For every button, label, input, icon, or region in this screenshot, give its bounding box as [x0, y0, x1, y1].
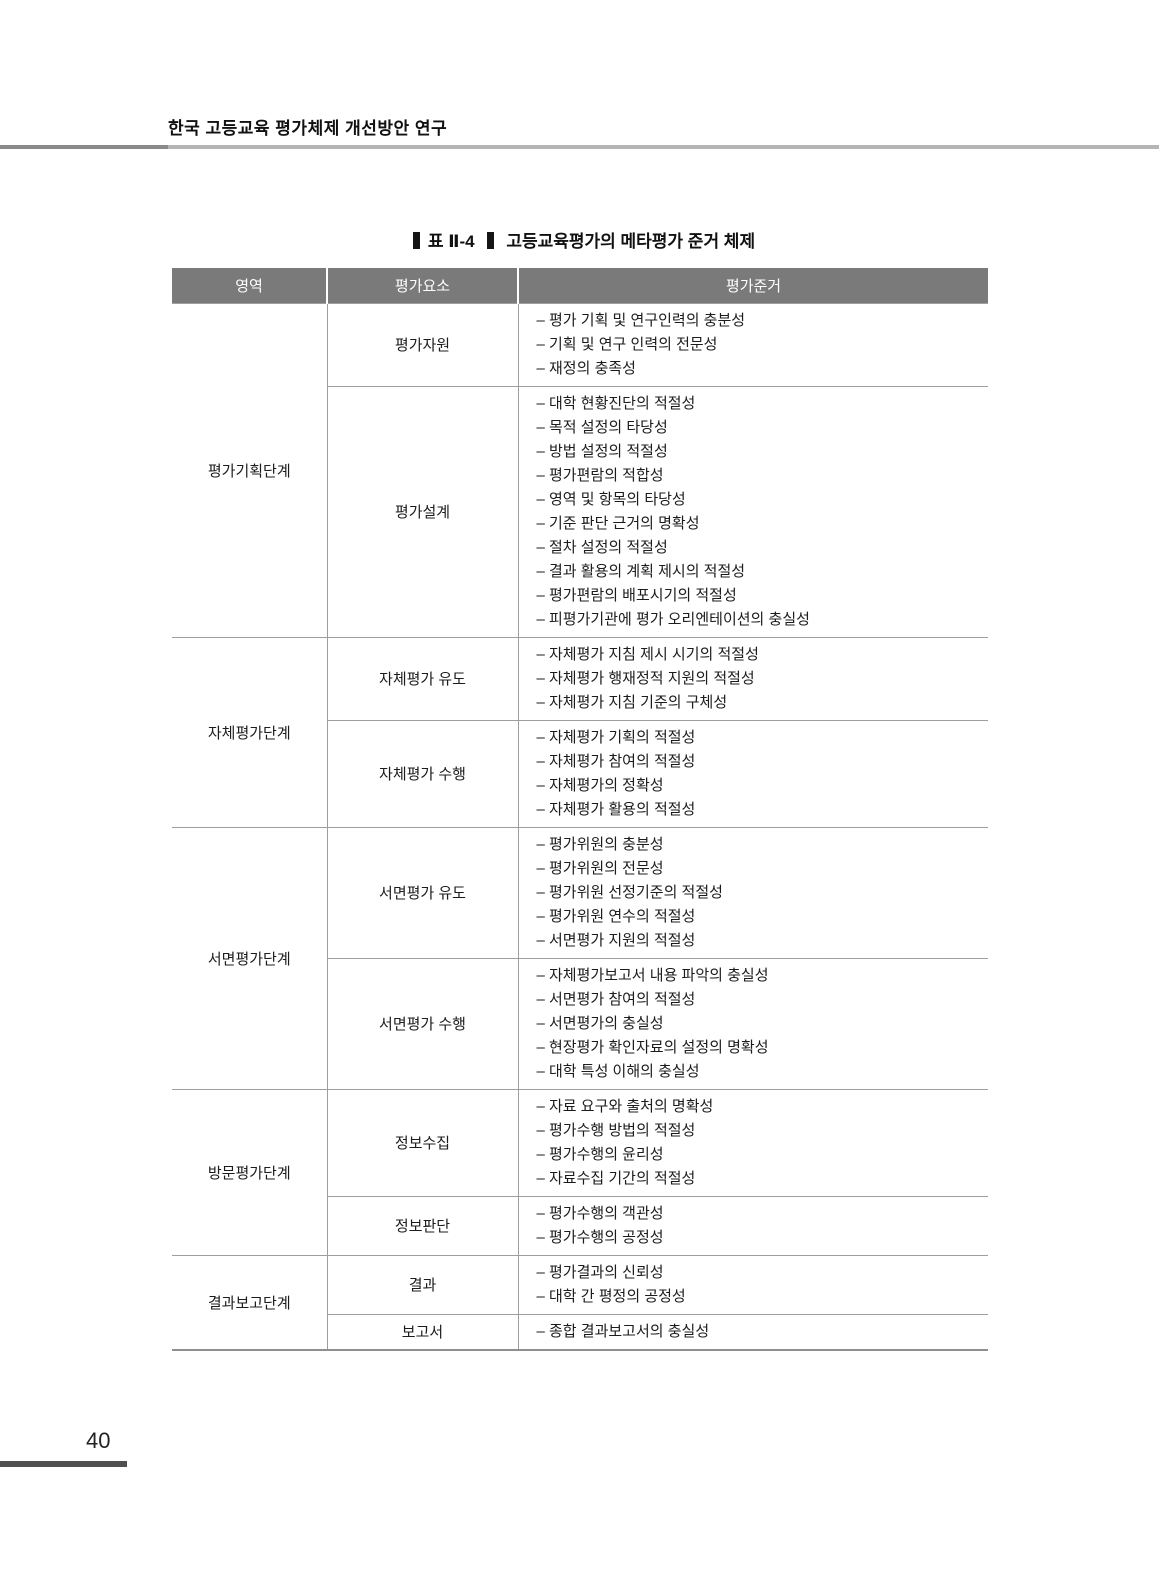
area-cell: 방문평가단계 — [172, 1088, 328, 1255]
table-header-row: 영역 평가요소 평가준거 — [172, 268, 988, 303]
element-cell: 자체평가 유도 — [327, 636, 519, 720]
criteria-cell: – 자료 요구와 출처의 명확성 – 평가수행 방법의 적절성 – 평가수행의 윤리… — [518, 1088, 988, 1196]
criteria-item: – 평가수행 방법의 적절성 — [536, 1121, 696, 1139]
table-row: 결과보고단계 결과 – 평가결과의 신뢰성 – 대학 간 평정의 공정성 — [172, 1254, 988, 1350]
footer-bar — [0, 1461, 127, 1467]
criteria-item: – 자료수집 기간의 적절성 — [536, 1169, 696, 1187]
criteria-item: – 평가 기획 및 연구인력의 충분성 — [536, 311, 746, 329]
element-cell: 평가설계 — [327, 385, 519, 637]
area-cell: 자체평가단계 — [172, 636, 328, 827]
criteria-item: – 서면평가의 충실성 — [536, 1014, 664, 1032]
criteria-item: – 평가수행의 객관성 — [536, 1204, 664, 1222]
criteria-item: – 평가수행의 공정성 — [536, 1228, 664, 1246]
criteria-item: – 평가위원 선정기준의 적절성 — [536, 883, 723, 901]
criteria-item: – 평가위원의 전문성 — [536, 859, 664, 877]
criteria-item: – 자체평가 지침 제시 시기의 적절성 — [536, 645, 759, 663]
title-bar-icon — [486, 232, 494, 249]
criteria-item: – 목적 설정의 타당성 — [536, 418, 668, 436]
column-header-area: 영역 — [172, 268, 328, 303]
element-cell: 자체평가 수행 — [327, 719, 519, 827]
criteria-item: – 절차 설정의 적절성 — [536, 538, 668, 556]
criteria-item: – 평가결과의 신뢰성 — [536, 1263, 664, 1281]
element-cell: 서면평가 수행 — [327, 957, 519, 1089]
area-cell: 평가기획단계 — [172, 302, 328, 637]
table-row: 정보판단 – 평가수행의 객관성 – 평가수행의 공정성 — [172, 1195, 988, 1255]
criteria-item: – 자체평가의 정확성 — [536, 776, 664, 794]
criteria-item: – 서면평가 지원의 적절성 — [536, 931, 696, 949]
criteria-item: – 자체평가 활용의 적절성 — [536, 800, 696, 818]
element-cell: 평가자원 — [327, 302, 519, 386]
table-row: 자체평가 수행 – 자체평가 기획의 적절성 – 자체평가 참여의 적절성 – 자체평… — [172, 719, 988, 827]
criteria-item: – 평가편람의 배포시기의 적절성 — [536, 586, 737, 604]
criteria-cell: – 평가수행의 객관성 – 평가수행의 공정성 — [518, 1195, 988, 1255]
criteria-cell: – 평가 기획 및 연구인력의 충분성 – 기획 및 연구 인력의 전문성 – 재정… — [518, 302, 988, 386]
meta-evaluation-table: 영역 평가요소 평가준거 평가기획단계 평가자원 – 평가 기획 및 연구인력의 충… — [172, 268, 988, 1351]
table-row: 방문평가단계 정보수집 – 자료 요구와 출처의 명확성 – 평가수행 방법의 적절성… — [172, 1088, 988, 1255]
criteria-item: – 평가위원의 충분성 — [536, 835, 664, 853]
criteria-cell: – 평가결과의 신뢰성 – 대학 간 평정의 공정성 — [518, 1254, 988, 1314]
criteria-item: – 방법 설정의 적절성 — [536, 442, 668, 460]
criteria-item: – 피평가기관에 평가 오리엔테이션의 충실성 — [536, 610, 810, 628]
table-title-label: 표 Ⅱ-4 — [427, 232, 475, 251]
table-row: 서면평가 수행 – 자체평가보고서 내용 파악의 충실성 – 서면평가 참여의 적절… — [172, 957, 988, 1089]
criteria-table-body: 평가기획단계 평가자원 – 평가 기획 및 연구인력의 충분성 – 기획 및 연구 인… — [172, 302, 988, 1350]
criteria-cell: – 평가위원의 충분성 – 평가위원의 전문성 – 평가위원 선정기준의 적절성 – … — [518, 826, 988, 958]
element-cell: 정보판단 — [327, 1195, 519, 1255]
criteria-cell: – 자체평가 기획의 적절성 – 자체평가 참여의 적절성 – 자체평가의 정확성 –… — [518, 719, 988, 827]
criteria-item: – 기획 및 연구 인력의 전문성 — [536, 335, 718, 353]
criteria-item: – 대학 현황진단의 적절성 — [536, 394, 696, 412]
criteria-item: – 자체평가 지침 기준의 구체성 — [536, 693, 728, 711]
title-bar-icon — [412, 232, 420, 249]
element-cell: 보고서 — [327, 1313, 519, 1350]
criteria-item: – 대학 간 평정의 공정성 — [536, 1287, 686, 1305]
criteria-item: – 평가위원 연수의 적절성 — [536, 907, 696, 925]
page-number: 40 — [86, 1428, 111, 1453]
running-header: 한국 고등교육 평가체제 개선방안 연구 — [168, 119, 448, 138]
criteria-item: – 대학 특성 이해의 충실성 — [536, 1062, 700, 1080]
criteria-cell: – 자체평가보고서 내용 파악의 충실성 – 서면평가 참여의 적절성 – 서면평가… — [518, 957, 988, 1089]
area-cell: 서면평가단계 — [172, 826, 328, 1089]
criteria-item: – 자체평가보고서 내용 파악의 충실성 — [536, 966, 769, 984]
criteria-item: – 자체평가 행재정적 지원의 적절성 — [536, 669, 755, 687]
criteria-item: – 종합 결과보고서의 충실성 — [536, 1322, 710, 1340]
criteria-item: – 결과 활용의 계획 제시의 적절성 — [536, 562, 746, 580]
area-cell: 결과보고단계 — [172, 1254, 328, 1350]
table-row: 서면평가단계 서면평가 유도 – 평가위원의 충분성 – 평가위원의 전문성 – 평가위… — [172, 826, 988, 1089]
header-rule-light-segment — [168, 145, 1159, 149]
criteria-item: – 영역 및 항목의 타당성 — [536, 490, 686, 508]
criteria-item: – 현장평가 확인자료의 설정의 명확성 — [536, 1038, 769, 1056]
criteria-cell: – 종합 결과보고서의 충실성 — [518, 1313, 988, 1350]
criteria-item: – 자체평가 참여의 적절성 — [536, 752, 696, 770]
criteria-item: – 자료 요구와 출처의 명확성 — [536, 1097, 714, 1115]
element-cell: 정보수집 — [327, 1088, 519, 1196]
header-rule-dark-segment — [0, 145, 168, 149]
element-cell: 결과 — [327, 1254, 519, 1314]
column-header-criteria: 평가준거 — [518, 268, 988, 303]
element-cell: 서면평가 유도 — [327, 826, 519, 958]
column-header-element: 평가요소 — [327, 268, 519, 303]
table-row: 평가설계 – 대학 현황진단의 적절성 – 목적 설정의 타당성 – 방법 설정의 적… — [172, 385, 988, 637]
table-row: 보고서 – 종합 결과보고서의 충실성 — [172, 1313, 988, 1350]
table-row: 자체평가단계 자체평가 유도 – 자체평가 지침 제시 시기의 적절성 – 자체평가 … — [172, 636, 988, 827]
criteria-item: – 기준 판단 근거의 명확성 — [536, 514, 700, 532]
table-title: 표 Ⅱ-4 고등교육평가의 메타평가 준거 체제 — [172, 227, 988, 252]
criteria-item: – 자체평가 기획의 적절성 — [536, 728, 696, 746]
criteria-item: – 재정의 충족성 — [536, 359, 636, 377]
table-title-text: 고등교육평가의 메타평가 준거 체제 — [506, 232, 756, 251]
criteria-item: – 평가수행의 윤리성 — [536, 1145, 664, 1163]
table-row: 평가기획단계 평가자원 – 평가 기획 및 연구인력의 충분성 – 기획 및 연구 인… — [172, 302, 988, 637]
criteria-item: – 평가편람의 적합성 — [536, 466, 664, 484]
criteria-item: – 서면평가 참여의 적절성 — [536, 990, 696, 1008]
criteria-cell: – 자체평가 지침 제시 시기의 적절성 – 자체평가 행재정적 지원의 적절성 –… — [518, 636, 988, 720]
criteria-cell: – 대학 현황진단의 적절성 – 목적 설정의 타당성 – 방법 설정의 적절성 – … — [518, 385, 988, 637]
